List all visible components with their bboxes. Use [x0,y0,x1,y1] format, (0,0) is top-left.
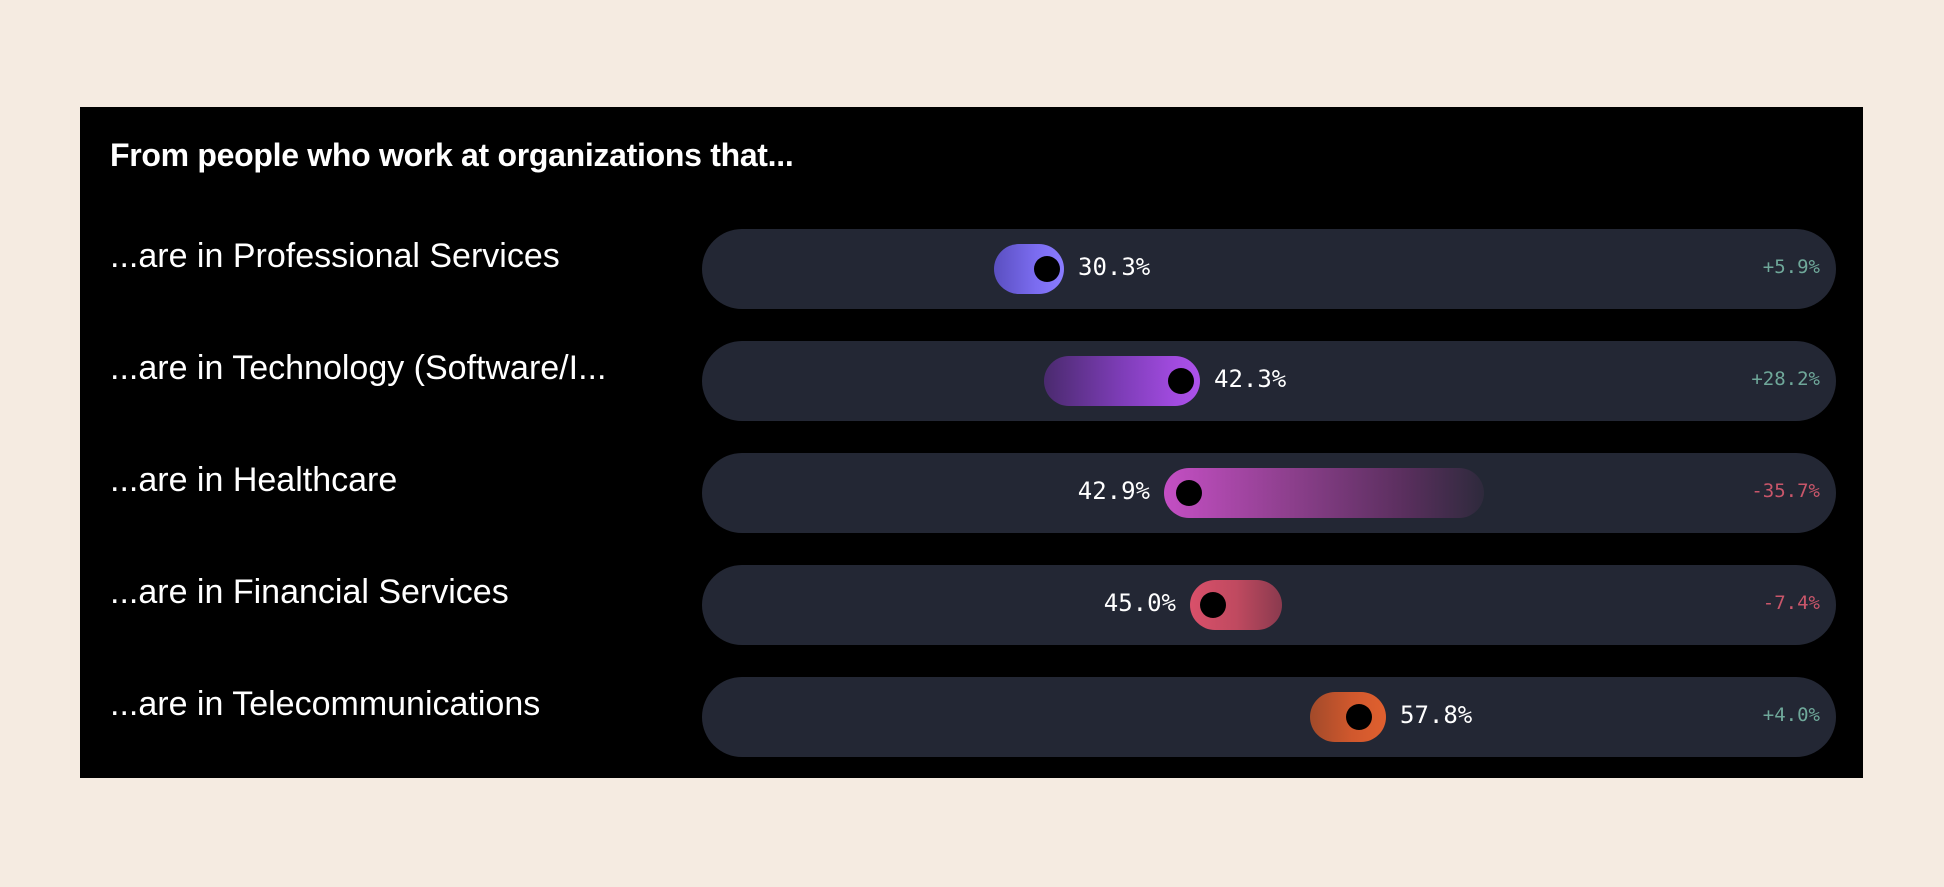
value-label: 45.0% [1103,589,1176,617]
delta-label: -35.7% [1751,480,1820,502]
row-label: ...are in Healthcare [110,461,398,499]
delta-label: +4.0% [1762,704,1820,726]
row-label: ...are in Professional Services [110,237,560,275]
value-marker [1346,704,1372,730]
chart-panel: From people who work at organizations th… [80,107,1863,778]
row-label: ...are in Financial Services [110,573,509,611]
chart-row-technology: ...are in Technology (Software/I... 42.3… [80,341,1863,421]
value-marker [1168,368,1194,394]
chart-row-financial-services: ...are in Financial Services 45.0% -7.4% [80,565,1863,645]
value-label: 30.3% [1078,253,1151,281]
bar-track: 42.3% +28.2% [702,341,1836,421]
chart-row-healthcare: ...are in Healthcare 42.9% -35.7% [80,453,1863,533]
value-label: 42.3% [1214,365,1287,393]
bar-track: 57.8% +4.0% [702,677,1836,757]
value-marker [1176,480,1202,506]
value-label: 57.8% [1400,701,1473,729]
delta-label: +28.2% [1751,368,1820,390]
delta-label: -7.4% [1762,592,1820,614]
value-marker [1034,256,1060,282]
value-marker [1200,592,1226,618]
row-label: ...are in Technology (Software/I... [110,349,607,387]
row-label: ...are in Telecommunications [110,685,541,723]
chart-title: From people who work at organizations th… [110,137,794,173]
value-label: 42.9% [1077,477,1150,505]
bar-track: 45.0% -7.4% [702,565,1836,645]
range-pill [1164,468,1484,518]
chart-row-professional-services: ...are in Professional Services 30.3% +5… [80,229,1863,309]
delta-label: +5.9% [1762,256,1820,278]
bar-track: 30.3% +5.9% [702,229,1836,309]
chart-row-telecommunications: ...are in Telecommunications 57.8% +4.0% [80,677,1863,757]
bar-track: 42.9% -35.7% [702,453,1836,533]
